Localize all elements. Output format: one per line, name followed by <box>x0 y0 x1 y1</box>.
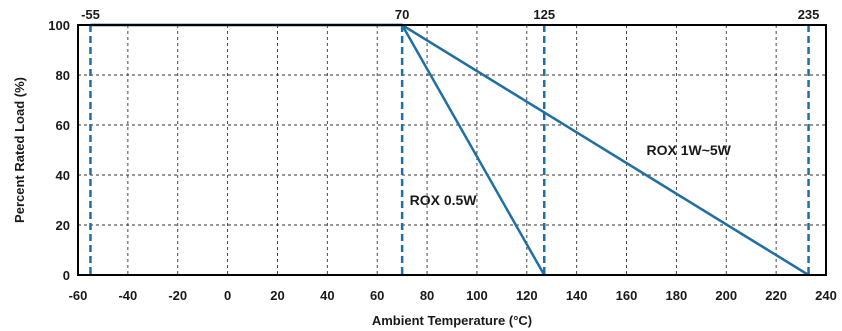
top-marker-label: 70 <box>395 7 409 22</box>
series-labels: ROX 0.5W ROX 1W~5W <box>410 142 732 208</box>
top-marker-label: 125 <box>533 7 555 22</box>
y-axis-title: Percent Rated Load (%) <box>12 77 27 223</box>
x-tick-label: 20 <box>270 288 284 303</box>
x-tick-label: 100 <box>466 288 488 303</box>
x-tick-label: 240 <box>815 288 837 303</box>
x-axis-title: Ambient Temperature (°C) <box>372 313 532 328</box>
x-tick-label: 140 <box>566 288 588 303</box>
x-tick-label: 160 <box>616 288 638 303</box>
y-tick-label: 40 <box>56 168 70 183</box>
reference-lines <box>89 25 810 275</box>
plot-frame <box>77 24 827 276</box>
x-tick-label: 40 <box>320 288 334 303</box>
x-tick-label: 220 <box>765 288 787 303</box>
x-tick-label: 80 <box>420 288 434 303</box>
series-label: ROX 1W~5W <box>646 142 731 158</box>
grid <box>78 25 826 275</box>
x-tick-label: 180 <box>666 288 688 303</box>
x-tick-label: 120 <box>516 288 538 303</box>
x-tick-label: -60 <box>69 288 88 303</box>
y-tick-labels: 0 20 40 60 80 100 <box>48 18 70 283</box>
x-tick-label: 0 <box>224 288 231 303</box>
y-tick-label: 100 <box>48 18 70 33</box>
y-tick-label: 60 <box>56 118 70 133</box>
x-tick-labels: -60 -40 -20 0 20 40 60 80 100 120 140 160 180 200 220 2… <box>69 288 837 303</box>
y-tick-label: 80 <box>56 68 70 83</box>
series-label: ROX 0.5W <box>410 192 478 208</box>
top-marker-labels: -55 70 125 235 <box>81 7 819 22</box>
x-tick-label: -20 <box>168 288 187 303</box>
series-line <box>90 23 546 276</box>
top-marker-label: -55 <box>81 7 100 22</box>
y-tick-label: 0 <box>63 268 70 283</box>
top-marker-label: 235 <box>798 7 820 22</box>
x-tick-label: 200 <box>715 288 737 303</box>
x-tick-label: -40 <box>118 288 137 303</box>
x-tick-label: 60 <box>370 288 384 303</box>
y-tick-label: 20 <box>56 218 70 233</box>
